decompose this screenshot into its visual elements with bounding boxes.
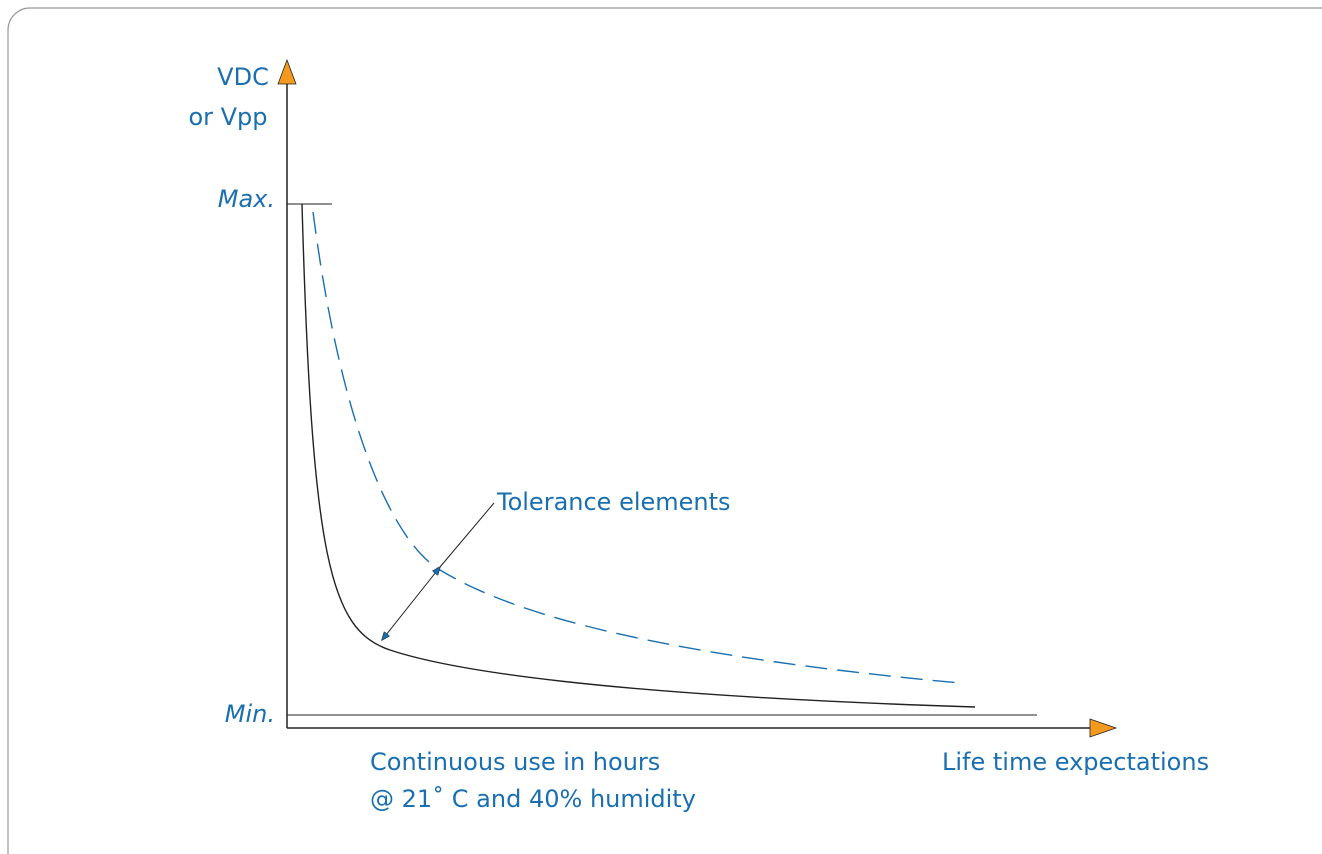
min-label: Min. — [225, 700, 275, 728]
annotation: Tolerance elements — [496, 488, 731, 516]
caption: Continuous use in hours — [370, 748, 660, 776]
frame — [7, 7, 1322, 854]
y-axis-arrow — [277, 58, 297, 85]
caption: @ 21˚ C and 40% humidity — [370, 785, 696, 813]
dashed-curve — [312, 211, 961, 684]
y-label: or Vpp — [188, 103, 267, 131]
leader-line — [439, 502, 495, 568]
y-label: VDC — [217, 63, 269, 91]
x-label: Life time expectations — [942, 748, 1209, 776]
max-label: Max. — [218, 185, 275, 213]
tolerance-arrow — [382, 567, 440, 640]
solid-curve — [301, 203, 976, 708]
x-axis-arrow — [1089, 718, 1118, 738]
